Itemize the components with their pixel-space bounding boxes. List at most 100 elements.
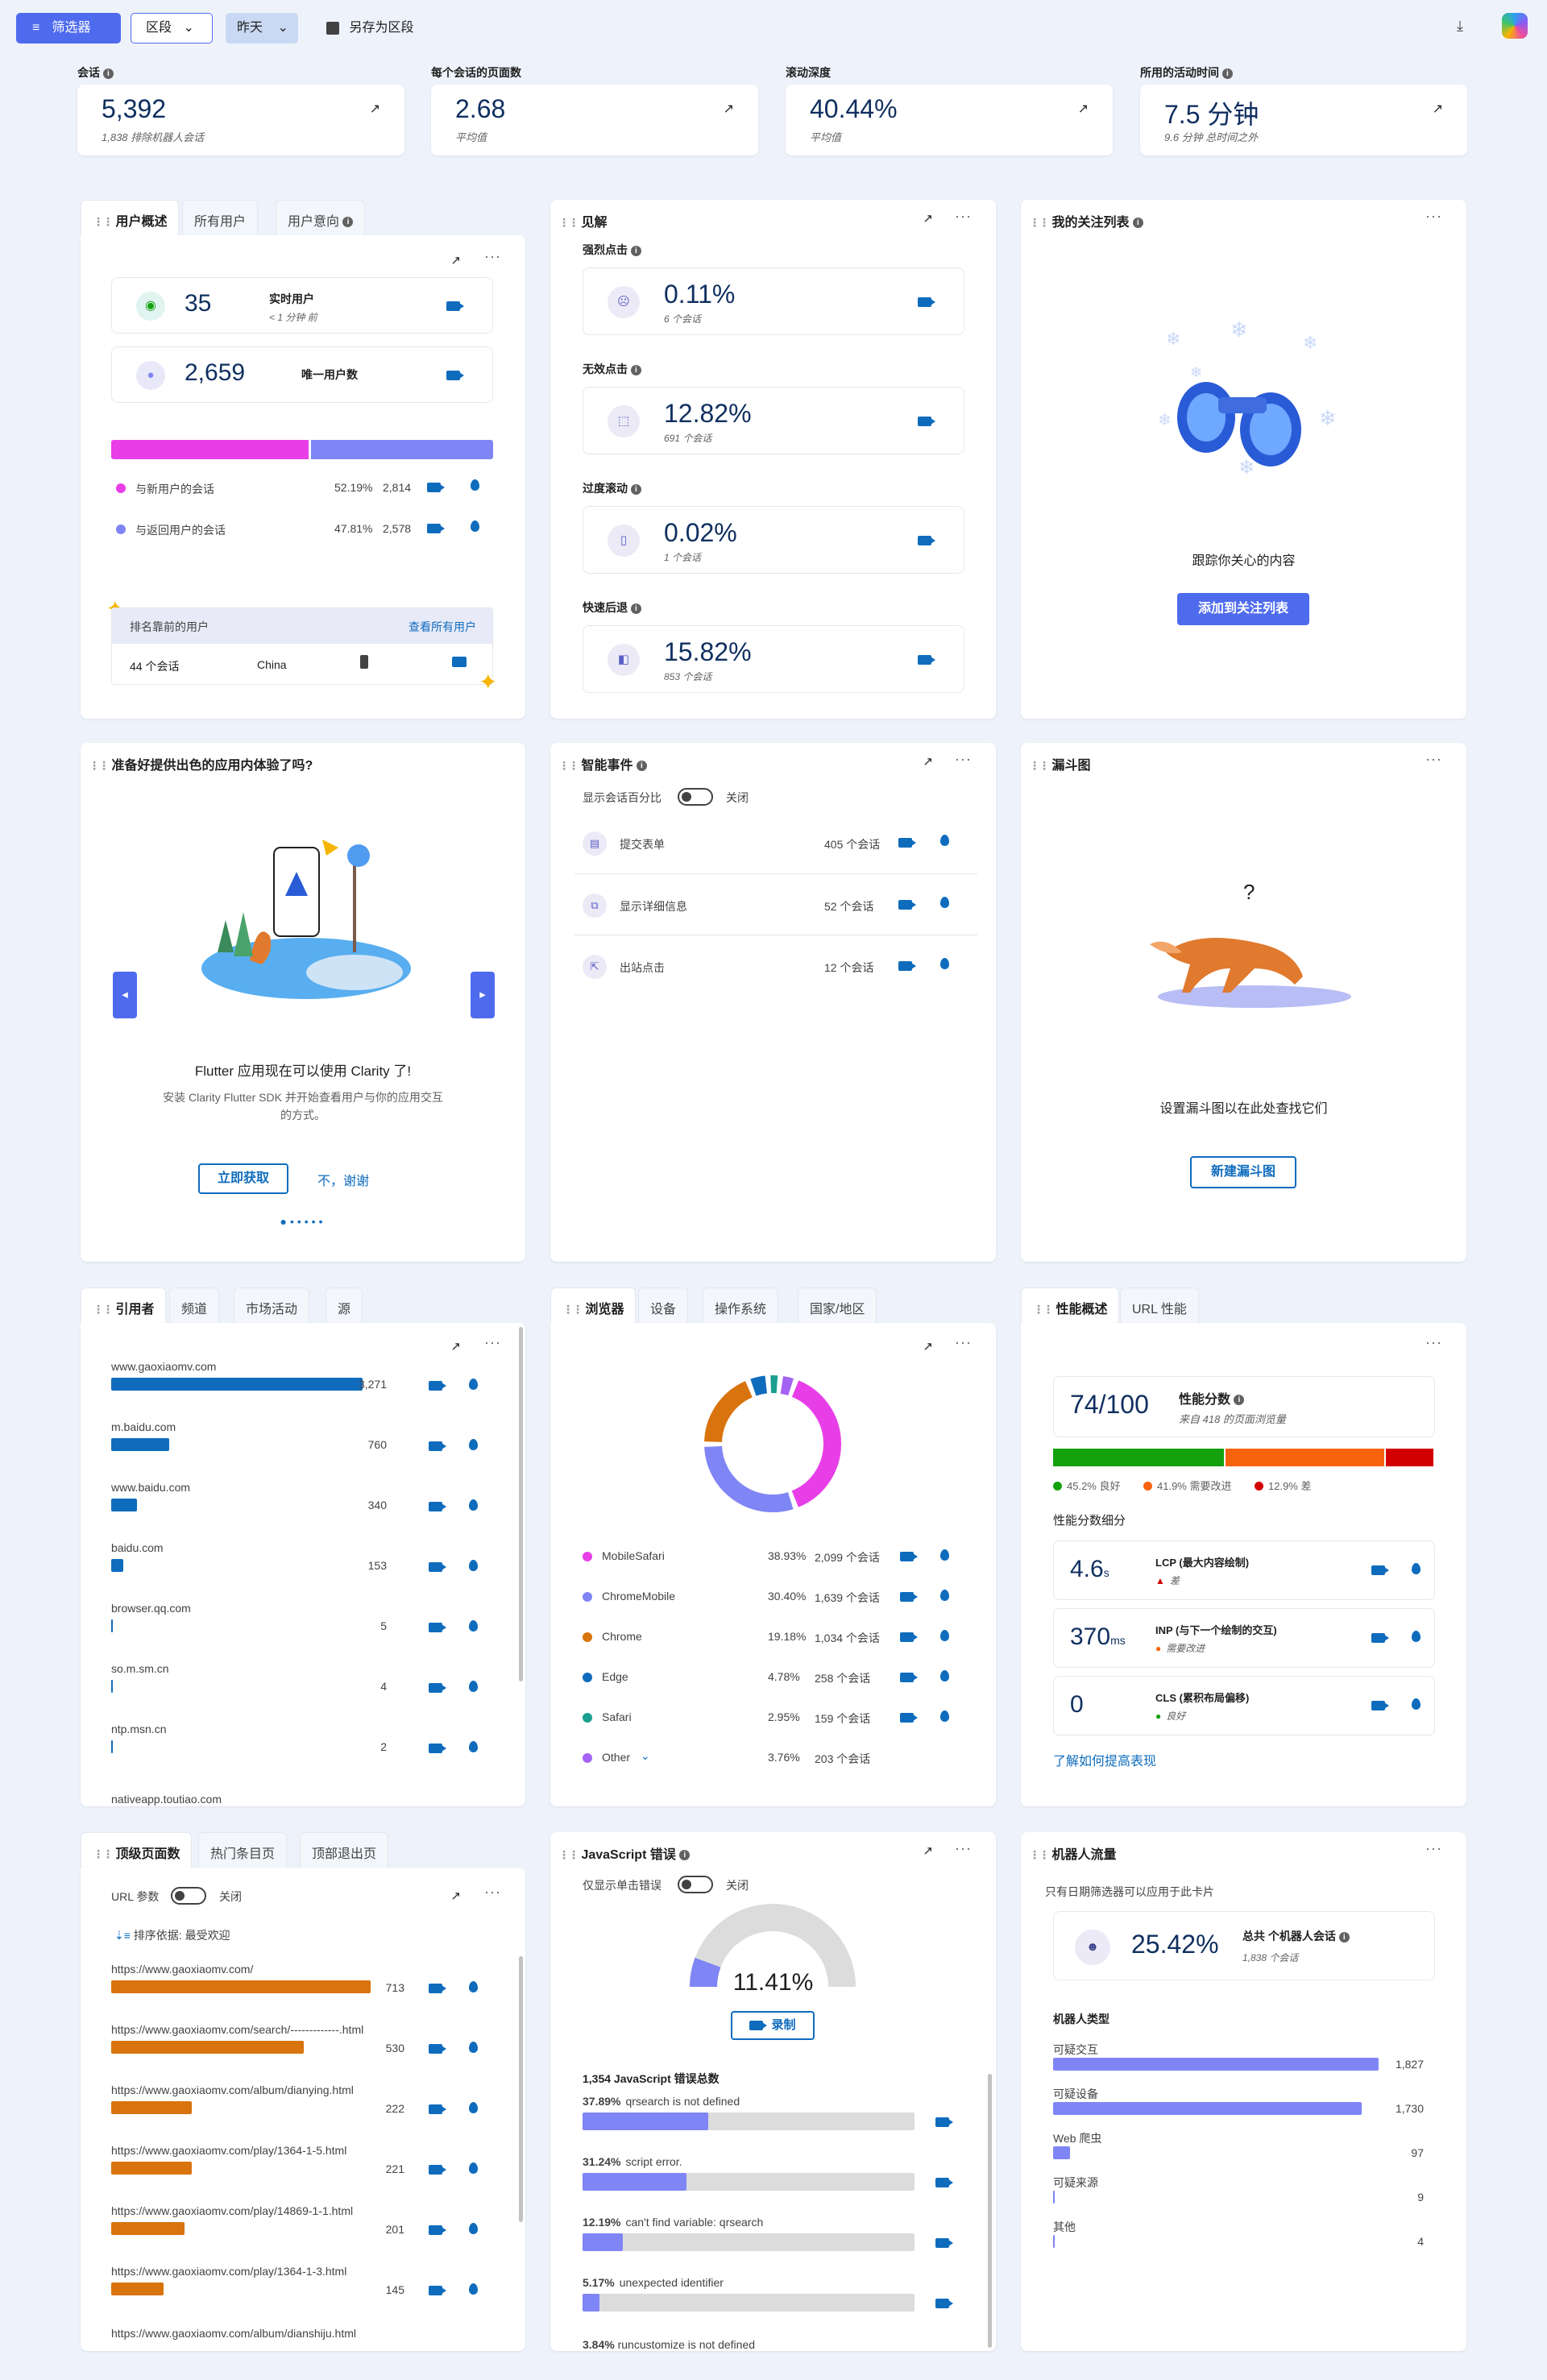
heatmap-icon[interactable] bbox=[471, 520, 479, 535]
segment-dropdown[interactable]: 区段 ⌄ bbox=[131, 13, 213, 44]
filter-button[interactable]: ≡ 筛选器 bbox=[16, 13, 121, 44]
trend-icon[interactable]: ↗ bbox=[1432, 102, 1443, 116]
recording-icon[interactable] bbox=[935, 2177, 953, 2191]
view-all-users-link[interactable]: 查看所有用户 bbox=[409, 620, 476, 633]
recording-icon[interactable] bbox=[900, 1551, 918, 1565]
save-segment-button[interactable]: 另存为区段 bbox=[326, 13, 413, 44]
heatmap-icon[interactable] bbox=[1412, 1631, 1421, 1645]
chevron-down-icon[interactable]: ⌄ bbox=[641, 1749, 650, 1762]
recording-icon[interactable] bbox=[918, 535, 935, 549]
trend-icon[interactable]: ↗ bbox=[450, 254, 461, 267]
more-options-icon[interactable]: ··· bbox=[1425, 208, 1442, 224]
metric-box[interactable]: 370ms INP (与下一个绘制的交互) ● 需要改进 bbox=[1053, 1608, 1435, 1668]
recording-icon[interactable] bbox=[918, 654, 935, 668]
recording-icon[interactable] bbox=[429, 2043, 446, 2057]
recording-icon[interactable] bbox=[935, 2298, 953, 2312]
recording-icon[interactable] bbox=[918, 296, 935, 310]
heatmap-icon[interactable] bbox=[469, 2042, 478, 2056]
tab-campaigns[interactable]: 市场活动 bbox=[234, 1287, 310, 1323]
more-options-icon[interactable]: ··· bbox=[955, 208, 972, 224]
add-to-watchlist-button[interactable]: 添加到关注列表 bbox=[1177, 593, 1309, 625]
trend-icon[interactable]: ↗ bbox=[923, 755, 933, 769]
heatmap-icon[interactable] bbox=[940, 897, 949, 911]
tab-url-performance[interactable]: URL 性能 bbox=[1120, 1287, 1199, 1323]
heatmap-icon[interactable] bbox=[471, 479, 479, 494]
recording-icon[interactable] bbox=[1371, 1632, 1389, 1646]
trend-icon[interactable]: ↗ bbox=[1077, 102, 1089, 116]
info-icon[interactable]: i bbox=[630, 483, 641, 495]
heatmap-icon[interactable] bbox=[940, 835, 949, 849]
info-icon[interactable]: i bbox=[342, 217, 354, 228]
heatmap-icon[interactable] bbox=[469, 1681, 478, 1695]
recording-icon[interactable] bbox=[446, 301, 464, 314]
tab-os[interactable]: 操作系统 bbox=[703, 1287, 779, 1323]
sort-button[interactable]: ⇣≡ 排序依据: 最受欢迎 bbox=[114, 1929, 230, 1942]
metric-box[interactable]: 0 CLS (累积布局偏移) ● 良好 bbox=[1053, 1676, 1435, 1735]
recording-icon[interactable] bbox=[429, 1561, 446, 1575]
info-icon[interactable]: i bbox=[630, 603, 641, 614]
more-options-icon[interactable]: ··· bbox=[955, 751, 972, 767]
heatmap-icon[interactable] bbox=[469, 1499, 478, 1514]
trend-icon[interactable]: ↗ bbox=[369, 102, 380, 116]
metric-box[interactable]: 4.6s LCP (最大内容绘制) ▲ 差 bbox=[1053, 1540, 1435, 1600]
trend-icon[interactable]: ↗ bbox=[923, 1844, 933, 1858]
scrollbar[interactable] bbox=[988, 2074, 992, 2348]
info-icon[interactable]: i bbox=[636, 761, 647, 772]
recording-icon[interactable] bbox=[429, 2225, 446, 2238]
heatmap-icon[interactable] bbox=[469, 1981, 478, 1996]
tab-referrers[interactable]: ⋮⋮ 引用者 bbox=[81, 1287, 167, 1323]
trend-icon[interactable]: ↗ bbox=[450, 1340, 461, 1354]
recording-icon[interactable] bbox=[900, 1632, 918, 1645]
recording-icon[interactable] bbox=[429, 2164, 446, 2178]
recording-icon[interactable] bbox=[427, 482, 445, 495]
heatmap-icon[interactable] bbox=[1412, 1698, 1421, 1713]
insight-quick-back[interactable]: ◧ 15.82% 853 个会话 bbox=[583, 625, 964, 693]
recording-icon[interactable] bbox=[429, 1983, 446, 1996]
heatmap-icon[interactable] bbox=[469, 1560, 478, 1574]
trend-icon[interactable]: ↗ bbox=[723, 102, 734, 116]
more-options-icon[interactable]: ··· bbox=[484, 248, 501, 264]
info-icon[interactable]: i bbox=[1234, 1395, 1245, 1406]
recording-icon[interactable] bbox=[900, 1712, 918, 1726]
url-param-toggle[interactable] bbox=[171, 1887, 206, 1905]
heatmap-icon[interactable] bbox=[940, 1590, 949, 1604]
recording-icon[interactable] bbox=[429, 1743, 446, 1756]
recording-icon[interactable] bbox=[446, 370, 464, 384]
heatmap-icon[interactable] bbox=[469, 1379, 478, 1393]
recording-icon[interactable] bbox=[429, 1380, 446, 1394]
heatmap-icon[interactable] bbox=[469, 2223, 478, 2237]
more-options-icon[interactable]: ··· bbox=[1425, 751, 1442, 767]
recording-icon[interactable] bbox=[900, 1591, 918, 1605]
tab-performance-overview[interactable]: ⋮⋮ 性能概述 bbox=[1021, 1287, 1120, 1323]
recording-icon[interactable] bbox=[429, 1501, 446, 1515]
more-options-icon[interactable]: ··· bbox=[1425, 1840, 1442, 1856]
more-options-icon[interactable]: ··· bbox=[1425, 1334, 1442, 1350]
tab-user-intent[interactable]: 用户意向 i bbox=[276, 200, 366, 235]
heatmap-icon[interactable] bbox=[469, 2283, 478, 2298]
heatmap-icon[interactable] bbox=[940, 1549, 949, 1564]
carousel-prev-button[interactable]: ◂ bbox=[113, 972, 137, 1018]
more-options-icon[interactable]: ··· bbox=[955, 1334, 972, 1350]
recording-icon[interactable] bbox=[429, 2104, 446, 2117]
info-icon[interactable]: i bbox=[1338, 1931, 1350, 1943]
tab-channels[interactable]: 频道 bbox=[169, 1287, 220, 1323]
learn-more-link[interactable]: 了解如何提高表现 bbox=[1053, 1755, 1157, 1768]
heatmap-icon[interactable] bbox=[940, 1630, 949, 1644]
recording-icon[interactable] bbox=[1371, 1565, 1389, 1578]
recording-icon[interactable] bbox=[935, 2117, 953, 2130]
get-now-button[interactable]: 立即获取 bbox=[198, 1163, 288, 1194]
user-card-icon[interactable] bbox=[452, 657, 467, 667]
insight-rage-clicks[interactable]: ☹ 0.11% 6 个会话 bbox=[583, 267, 964, 335]
carousel-next-button[interactable]: ▸ bbox=[471, 972, 495, 1018]
show-percent-toggle[interactable] bbox=[678, 788, 713, 806]
insight-excessive-scroll[interactable]: ▯ 0.02% 1 个会话 bbox=[583, 506, 964, 574]
tab-top-pages[interactable]: ⋮⋮ 顶级页面数 bbox=[81, 1832, 193, 1868]
heatmap-icon[interactable] bbox=[469, 1439, 478, 1453]
info-icon[interactable]: i bbox=[679, 1850, 691, 1861]
tab-exit-pages[interactable]: 顶部退出页 bbox=[300, 1832, 389, 1868]
date-dropdown[interactable]: 昨天 ⌄ bbox=[226, 13, 298, 44]
tab-all-users[interactable]: 所有用户 bbox=[182, 200, 259, 235]
copilot-icon[interactable] bbox=[1502, 13, 1528, 39]
trend-icon[interactable]: ↗ bbox=[923, 212, 933, 226]
heatmap-icon[interactable] bbox=[469, 1620, 478, 1635]
